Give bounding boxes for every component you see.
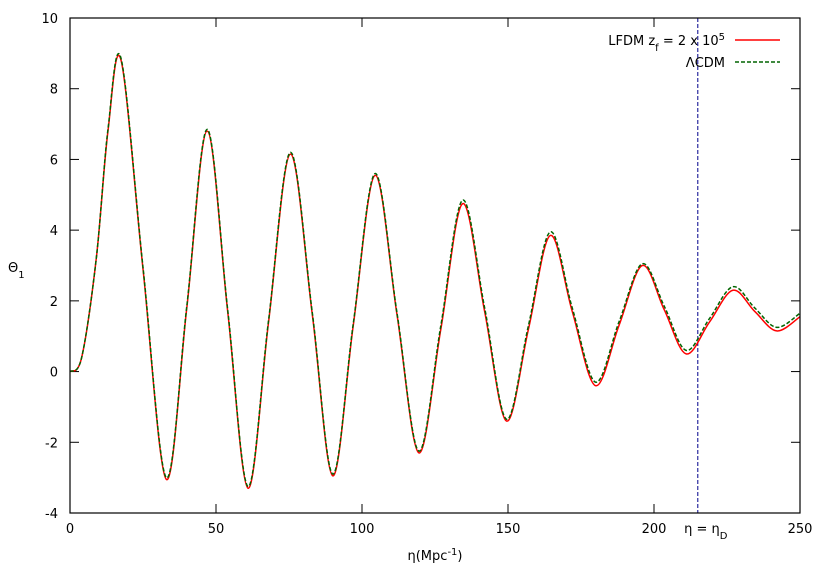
legend-label: ΛCDM [686, 56, 725, 71]
x-tick-label: 100 [350, 522, 375, 537]
series-line [69, 52, 801, 488]
y-tick-label: 2 [50, 295, 58, 310]
y-tick-label: 4 [50, 224, 58, 239]
y-tick-label: 10 [41, 12, 58, 27]
y-axis-label: Θ1 [8, 261, 25, 281]
x-tick-label: 50 [208, 522, 225, 537]
y-tick-label: 6 [50, 153, 58, 168]
y-tick-label: -4 [45, 507, 58, 522]
x-axis-label: η(Mpc-1) [408, 547, 463, 565]
plot-border [69, 17, 801, 514]
legend-label: LFDM zf = 2 x 105 [608, 32, 725, 54]
y-tick-label: 0 [50, 366, 58, 381]
y-tick-label: -2 [45, 436, 58, 451]
series-line [69, 54, 801, 490]
x-tick-label: 150 [496, 522, 521, 537]
x-tick-label: 250 [788, 522, 813, 537]
annotation-label: η = ηD [684, 522, 728, 542]
x-tick-label: 200 [642, 522, 667, 537]
y-tick-label: 8 [50, 83, 58, 98]
x-tick-label: 0 [66, 522, 74, 537]
